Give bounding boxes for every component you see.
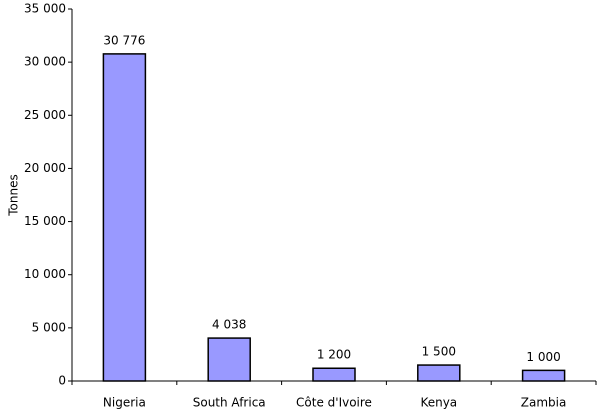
value-label: 30 776: [103, 33, 145, 47]
value-label: 1 000: [526, 350, 560, 364]
y-tick-label: 15 000: [24, 214, 66, 228]
bar: [207, 337, 251, 382]
y-tick-label: 35 000: [24, 2, 66, 16]
value-label: 1 200: [317, 348, 351, 362]
y-tick-label: 0: [58, 374, 66, 388]
y-tick-label: 20 000: [24, 161, 66, 175]
bar: [102, 53, 147, 382]
x-tick-label: Côte d'Ivoire: [296, 396, 372, 410]
y-tick-label: 10 000: [24, 267, 66, 281]
x-tick-label: Kenya: [420, 396, 457, 410]
bar: [521, 369, 566, 382]
bar: [312, 367, 356, 382]
value-label: 1 500: [422, 345, 456, 359]
x-tick-label: Zambia: [521, 396, 567, 410]
x-tick-label: Nigeria: [103, 396, 146, 410]
y-tick-label: 5 000: [32, 320, 66, 334]
value-label: 4 038: [212, 318, 246, 332]
bar: [417, 364, 461, 382]
y-axis-label: Tonnes: [7, 174, 21, 216]
y-tick-label: 30 000: [24, 55, 66, 69]
y-tick-label: 25 000: [24, 108, 66, 122]
x-tick-label: South Africa: [193, 396, 266, 410]
